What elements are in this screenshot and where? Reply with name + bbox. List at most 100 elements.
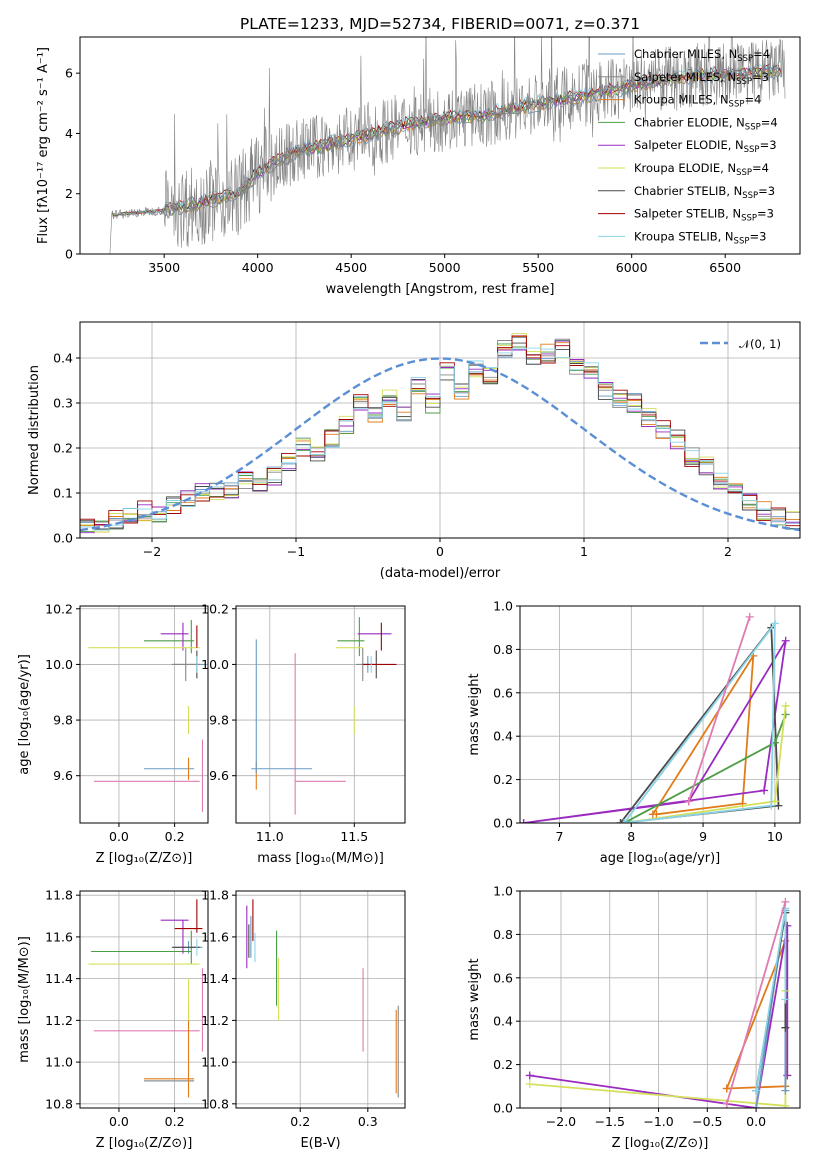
legend-label: Kroupa ELODIE, N bbox=[634, 161, 736, 175]
weight-marker bbox=[752, 1086, 761, 1095]
legend-entry: Chabrier STELIB, NSSP=3 bbox=[634, 184, 775, 201]
weight-marker bbox=[520, 819, 528, 823]
y-tick-label: 9.6 bbox=[53, 768, 73, 783]
weight-marker bbox=[684, 797, 693, 806]
legend-subscript: SSP bbox=[742, 191, 758, 201]
plot-area bbox=[80, 333, 800, 534]
weight-line bbox=[619, 625, 780, 823]
legend-value: =4 bbox=[752, 161, 769, 175]
plot-area bbox=[251, 617, 397, 815]
y-tick-label: 6 bbox=[65, 66, 73, 81]
y-tick-label: 0.1 bbox=[53, 486, 73, 501]
weight-marker bbox=[525, 1071, 534, 1080]
weight-marker bbox=[616, 819, 625, 823]
x-axis-label: E(B-V) bbox=[300, 1136, 340, 1151]
legend-value: =4 bbox=[744, 93, 761, 107]
legend-value: =3 bbox=[749, 229, 766, 243]
plot-area bbox=[88, 619, 206, 812]
legend-label: Salpeter MILES, N bbox=[634, 70, 736, 84]
legend: Chabrier MILES, NSSP=4 Salpeter MILES, N S… bbox=[598, 47, 778, 246]
legend-value: =4 bbox=[761, 115, 778, 129]
x-axis-label: mass [log₁₀(M/M⊙)] bbox=[257, 851, 384, 866]
y-axis-label: Flux [fλ10⁻¹⁷ erg cm⁻² s⁻¹ A⁻¹] bbox=[36, 47, 51, 244]
y-axis-label: mass weight bbox=[467, 958, 482, 1040]
weight-marker bbox=[781, 995, 790, 1004]
x-tick-label: 1 bbox=[580, 544, 588, 559]
y-tick-label: 9.8 bbox=[209, 713, 229, 728]
y-axis-label: age [log₁₀(age/yr)] bbox=[17, 654, 32, 775]
axes-frame bbox=[235, 605, 406, 824]
legend-subscript: SSP bbox=[734, 236, 750, 246]
legend-subscript: SSP bbox=[744, 145, 760, 155]
weight-marker bbox=[745, 612, 754, 621]
y-tick-label: 11.0 bbox=[45, 1055, 73, 1070]
plot-area bbox=[525, 897, 792, 1108]
legend-subscript: SSP bbox=[736, 168, 752, 178]
y-tick-label: 10.8 bbox=[45, 1096, 73, 1111]
x-tick-label: 0.2 bbox=[165, 829, 185, 844]
y-tick-label: 0.4 bbox=[493, 1014, 513, 1029]
x-tick-label: −1.5 bbox=[595, 1114, 625, 1129]
y-tick-label: 11.4 bbox=[201, 971, 229, 986]
weight-line bbox=[687, 616, 751, 802]
x-axis-label: Z [log₁₀(Z/Z⊙)] bbox=[96, 851, 193, 866]
x-tick-label: −2 bbox=[143, 544, 161, 559]
weight-marker bbox=[722, 1084, 731, 1093]
figure-title: PLATE=1233, MJD=52734, FIBERID=0071, z=0… bbox=[240, 15, 640, 33]
y-tick-label: 10.0 bbox=[45, 657, 73, 672]
legend-entry: Chabrier MILES, NSSP=4 bbox=[634, 47, 770, 64]
x-axis-label: (data-model)/error bbox=[380, 566, 501, 581]
axes-frame bbox=[79, 605, 209, 824]
x-tick-label: 8 bbox=[627, 829, 635, 844]
x-axis-label: Z [log₁₀(Z/Z⊙)] bbox=[96, 1136, 193, 1151]
x-tick-label: 0.3 bbox=[358, 1114, 378, 1129]
y-tick-label: 0.0 bbox=[53, 531, 73, 546]
y-tick-label: 10.2 bbox=[45, 601, 73, 616]
y-tick-label: 1.0 bbox=[493, 599, 513, 614]
y-tick-label: 11.2 bbox=[45, 1013, 73, 1028]
legend-value: =3 bbox=[757, 207, 774, 221]
x-tick-label: −0.5 bbox=[692, 1114, 722, 1129]
weight-marker bbox=[620, 819, 629, 823]
x-tick-label: 11.5 bbox=[340, 829, 368, 844]
chart-age_vs_Z: 0.0 0.2 9.6 9.8 10.0 10.2 Z [log₁₀(Z/Z⊙)] age [… bbox=[17, 601, 209, 866]
weight-marker bbox=[781, 1101, 790, 1108]
x-tick-label: 5500 bbox=[522, 260, 554, 275]
y-tick-label: 9.6 bbox=[209, 768, 229, 783]
x-tick-label: 0 bbox=[436, 544, 444, 559]
x-tick-label: 0.2 bbox=[290, 1114, 310, 1129]
y-tick-label: 0.4 bbox=[53, 351, 73, 366]
legend-entry: Kroupa STELIB, NSSP=3 bbox=[634, 229, 766, 246]
chart-age_vs_mass: 11.0 11.5 9.6 9.8 10.0 10.2 mass [log₁₀(M/M⊙)] bbox=[201, 601, 406, 866]
x-tick-label: 0.0 bbox=[109, 829, 129, 844]
observed-spectrum bbox=[109, 37, 786, 254]
weight-marker bbox=[752, 1104, 761, 1108]
weight-marker bbox=[648, 810, 657, 819]
legend-subscript: SSP bbox=[741, 214, 757, 224]
axes-frame bbox=[235, 890, 406, 1109]
weight-marker bbox=[774, 801, 783, 810]
legend-entry: Salpeter ELODIE, NSSP=3 bbox=[634, 138, 777, 155]
y-tick-label: 11.8 bbox=[45, 888, 73, 903]
y-tick-label: 11.0 bbox=[201, 1055, 229, 1070]
axes-frame bbox=[519, 605, 801, 824]
x-tick-label: 7 bbox=[556, 829, 564, 844]
y-axis-label: mass [log₁₀(M/M⊙)] bbox=[17, 936, 32, 1063]
y-tick-label: 11.8 bbox=[201, 888, 229, 903]
x-axis-label: Z [log₁₀(Z/Z⊙)] bbox=[612, 1136, 709, 1151]
legend-label: Chabrier ELODIE, N bbox=[634, 115, 745, 129]
weight-marker bbox=[760, 786, 769, 795]
weight-line bbox=[725, 901, 787, 1104]
legend-entry: Chabrier ELODIE, NSSP=4 bbox=[634, 115, 778, 132]
x-tick-label: 0.0 bbox=[746, 1114, 766, 1129]
legend-label: Kroupa MILES, N bbox=[634, 93, 729, 107]
x-tick-label: 5000 bbox=[429, 260, 461, 275]
x-tick-label: 0.0 bbox=[109, 1114, 129, 1129]
weight-marker bbox=[722, 1099, 731, 1108]
x-tick-label: 6000 bbox=[616, 260, 648, 275]
gaussian-curve bbox=[80, 357, 800, 532]
x-tick-label: −1.0 bbox=[643, 1114, 673, 1129]
y-tick-label: 9.8 bbox=[53, 713, 73, 728]
weight-line bbox=[529, 925, 789, 1108]
legend-subscript: SSP bbox=[729, 100, 745, 110]
